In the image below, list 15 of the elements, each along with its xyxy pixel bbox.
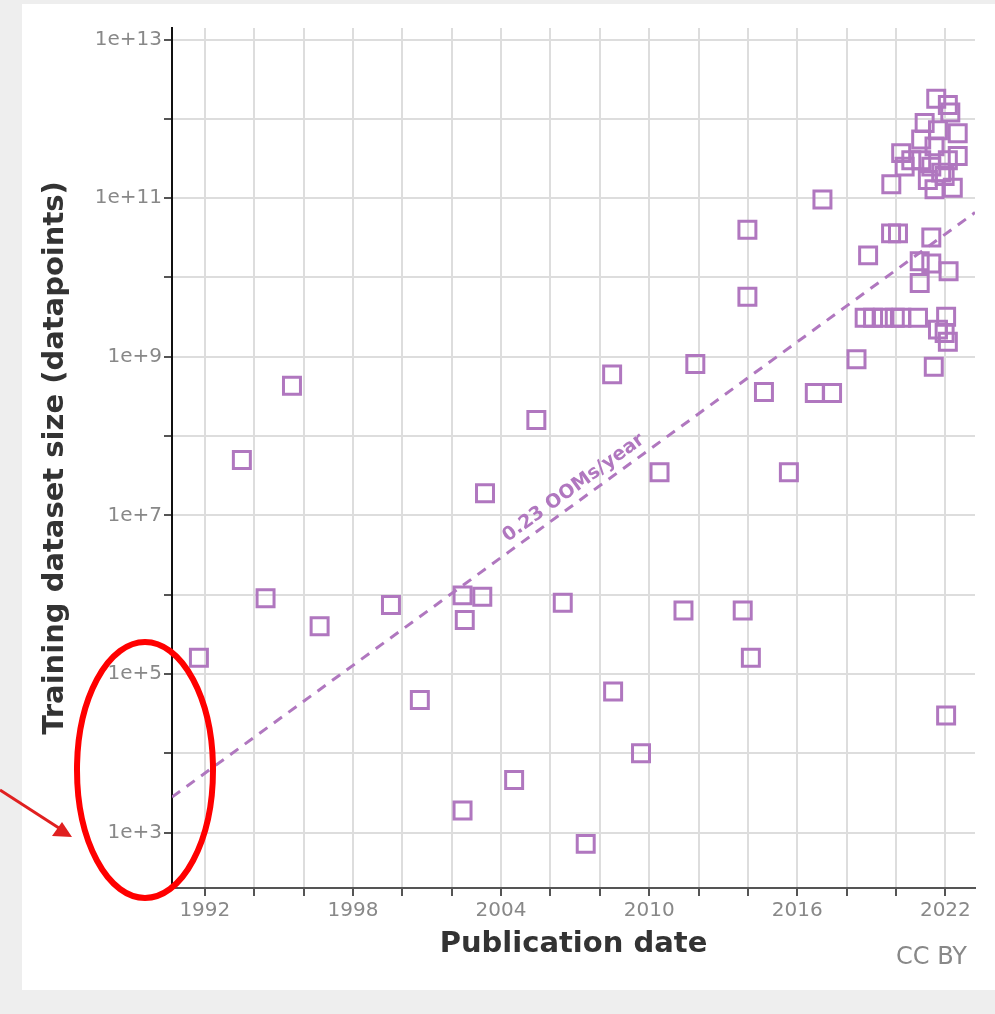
x-tick-label: 1992: [179, 897, 231, 922]
y-axis-title: Training dataset size (datapoints): [35, 181, 70, 735]
y-tick-label: 1e+3: [107, 818, 162, 843]
x-tick-label: 2016: [771, 897, 823, 922]
x-tick-label: 2004: [475, 897, 527, 922]
x-axis-title: Publication date: [439, 925, 708, 960]
x-tick-label: 1998: [327, 897, 379, 922]
x-tick-label: 2010: [623, 897, 675, 922]
y-tick-label: 1e+11: [94, 184, 162, 209]
y-tick-label: 1e+9: [107, 342, 162, 367]
y-tick-label: 1e+13: [94, 25, 162, 50]
y-tick-label: 1e+7: [107, 501, 162, 526]
text: CC BY: [896, 942, 967, 970]
y-tick-label: 1e+5: [107, 660, 162, 685]
x-tick-label: 2022: [919, 897, 971, 922]
